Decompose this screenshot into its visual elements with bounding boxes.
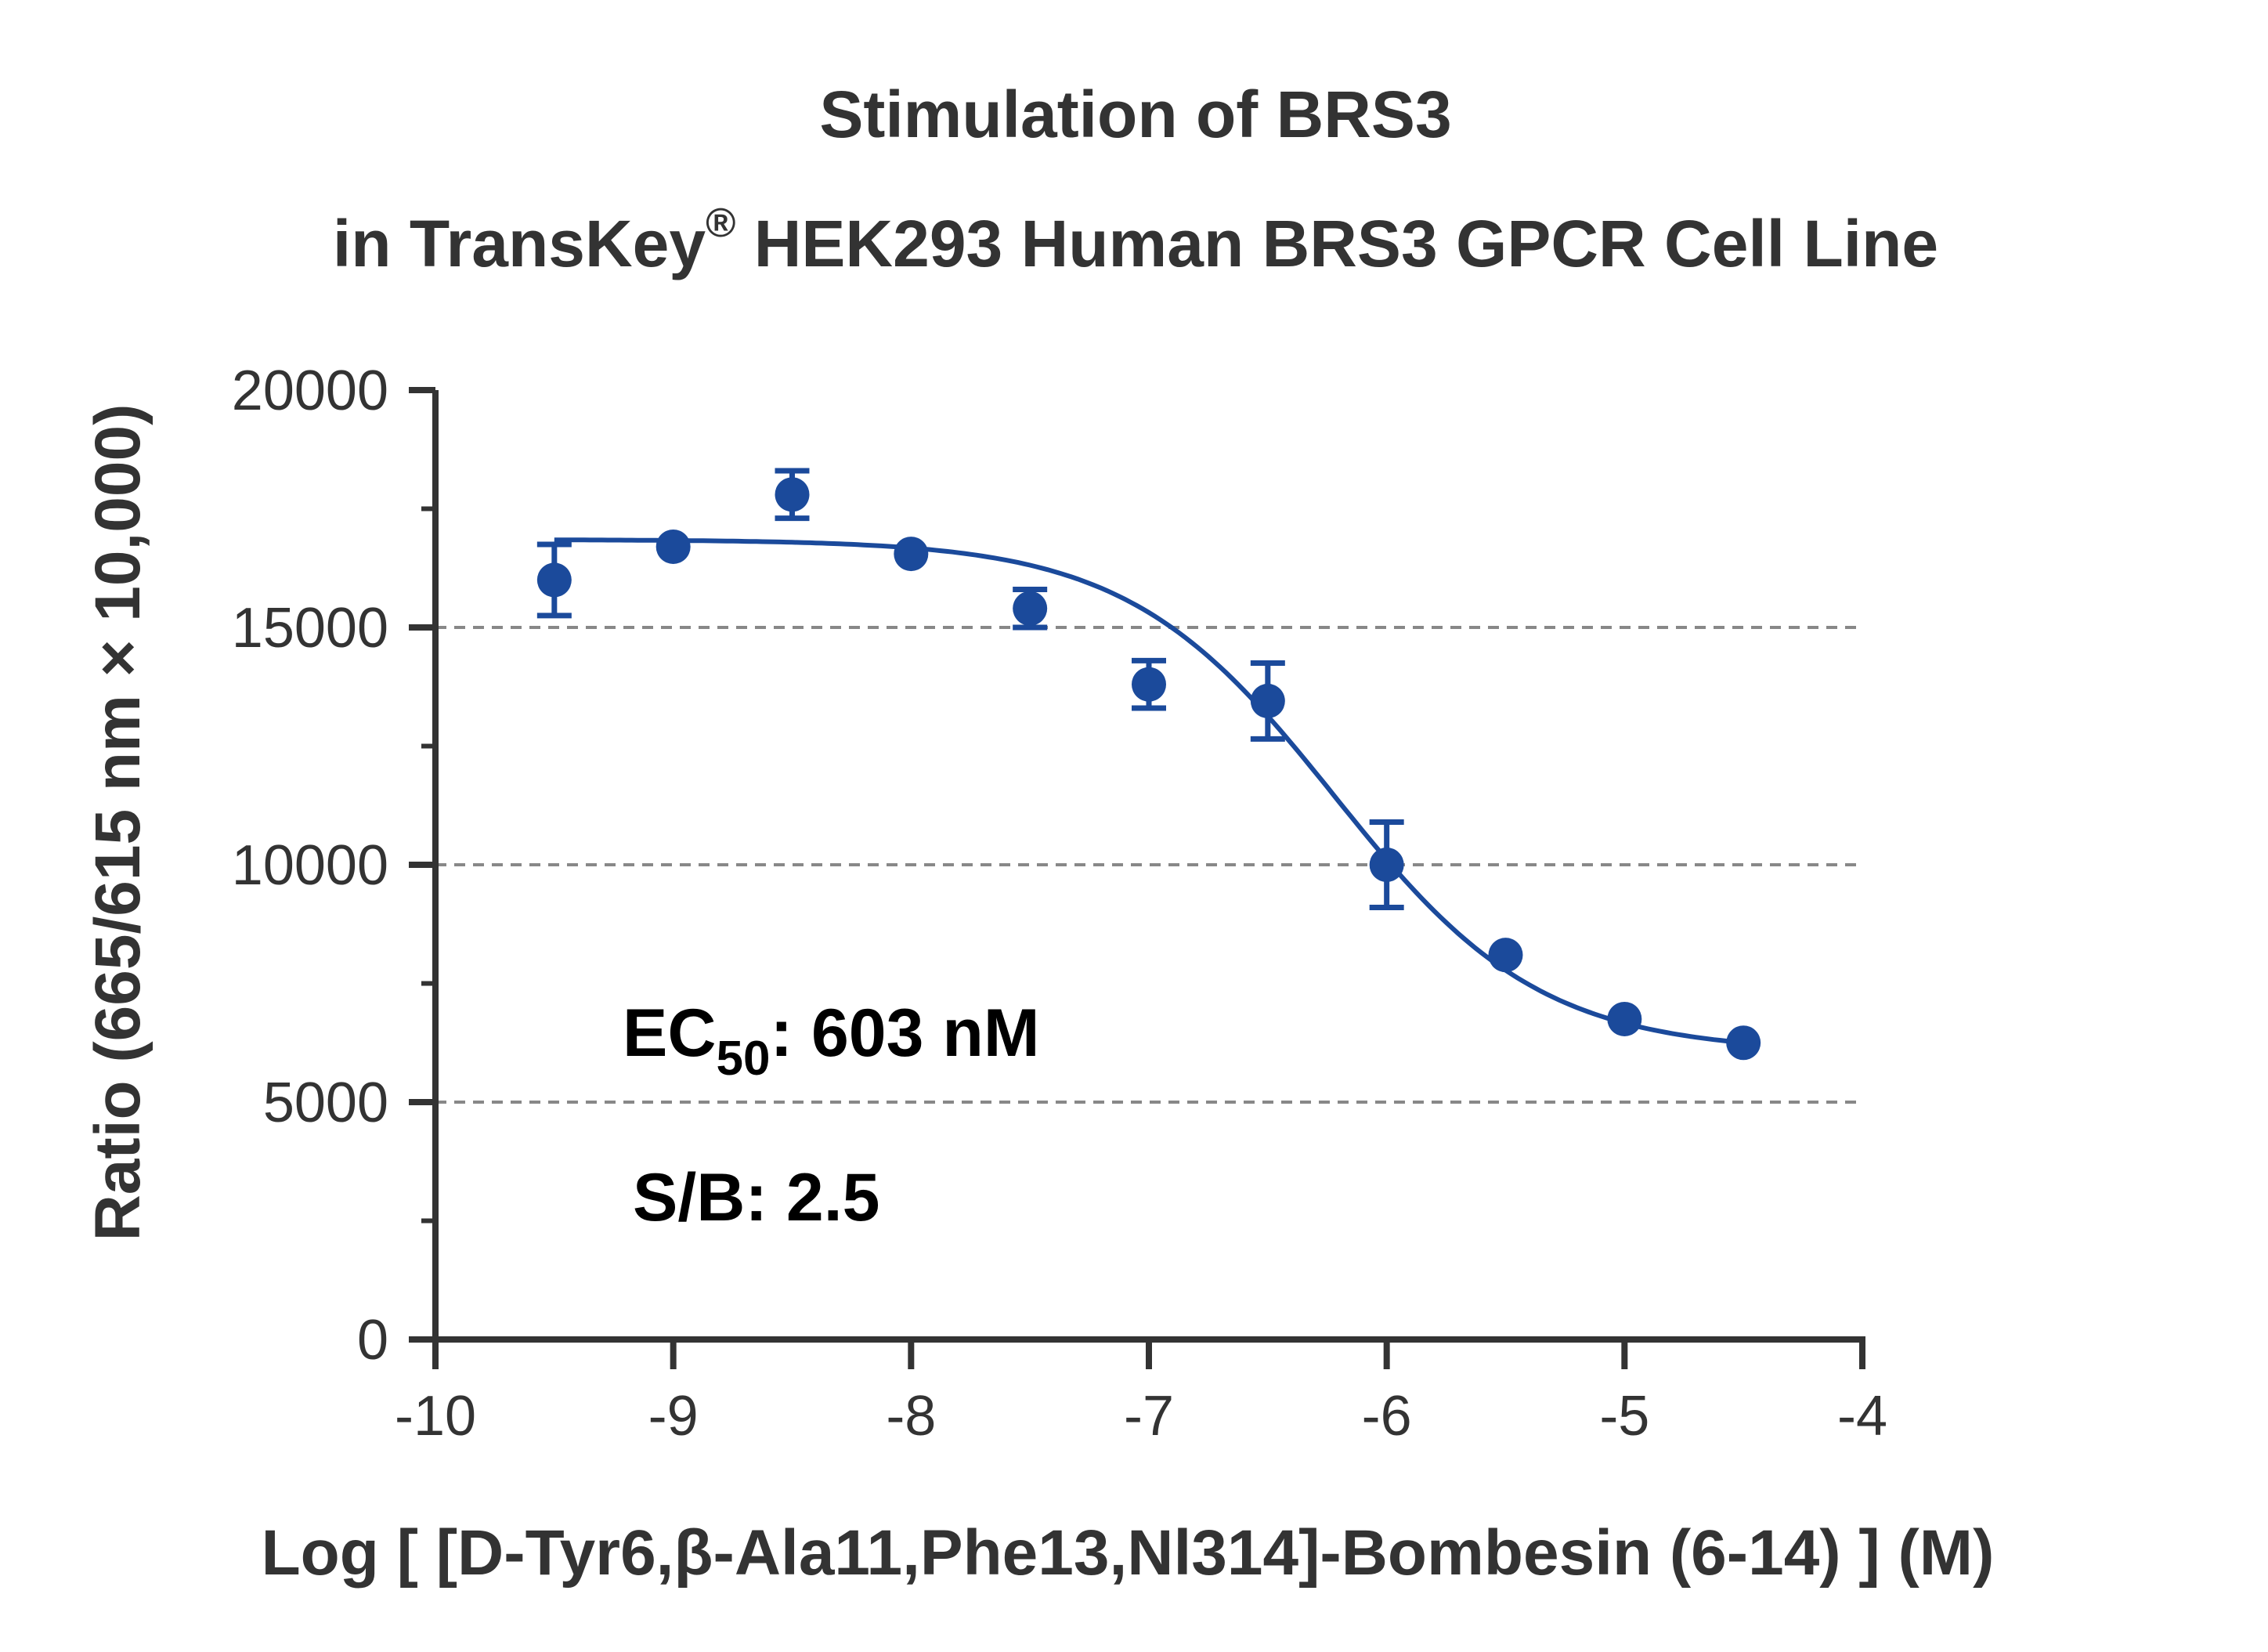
registered-mark: ® [706, 201, 735, 246]
x-tick-label: -4 [1837, 1385, 1887, 1448]
data-points [536, 468, 1761, 1061]
data-point [1132, 667, 1166, 702]
chart-title-line1: Stimulation of BRS3 [819, 78, 1451, 151]
fit-curve [554, 537, 1744, 1046]
y-tick-label: 5000 [263, 1072, 388, 1134]
data-point [894, 537, 929, 572]
data-point [1488, 938, 1523, 973]
title-line2-suffix: HEK293 Human BRS3 GPCR Cell Line [735, 207, 1938, 280]
ec50-subscript: 50 [716, 1032, 770, 1086]
x-tick-label: -7 [1124, 1385, 1174, 1448]
gridlines [435, 626, 1862, 1104]
data-point [655, 529, 691, 564]
title-line2-prefix: in TransKey [333, 207, 706, 280]
y-tick-label: 10000 [232, 834, 388, 897]
chart-title-line2: in TransKey® HEK293 Human BRS3 GPCR Cell… [333, 201, 1938, 280]
data-point [1250, 683, 1285, 718]
ec50-value: : 603 nM [770, 996, 1039, 1071]
x-tick-label: -10 [395, 1385, 476, 1448]
data-point [1607, 1001, 1642, 1036]
data-point [1013, 591, 1048, 626]
x-tick-label: -6 [1362, 1385, 1412, 1448]
data-point [1369, 848, 1404, 882]
data-point [775, 477, 810, 512]
x-tick-label: -8 [886, 1385, 936, 1448]
y-tick-label: 0 [357, 1309, 388, 1372]
sb-annotation: S/B: 2.5 [633, 1160, 879, 1235]
x-tick-label: -5 [1599, 1385, 1649, 1448]
y-tick-label: 20000 [232, 360, 388, 422]
y-axis-title: Ratio (665/615 nm × 10,000) [82, 404, 153, 1242]
x-axis-ticks: -10 -9 -8 -7 -6 -5 -4 [395, 1339, 1887, 1448]
ec50-label: EC [623, 996, 716, 1071]
y-axis-ticks: 0 5000 10000 15000 20000 [232, 360, 435, 1372]
x-tick-label: -9 [648, 1385, 699, 1448]
data-point [536, 562, 572, 598]
fit-curve-layer [554, 537, 1744, 1046]
ec50-annotation: EC50: 603 nM [623, 996, 1040, 1086]
x-axis-title: Log [ [D-Tyr6,β-Ala11,Phe13,Nl314]-Bombe… [262, 1517, 1995, 1589]
y-tick-label: 15000 [232, 597, 388, 660]
data-point [1726, 1025, 1761, 1061]
